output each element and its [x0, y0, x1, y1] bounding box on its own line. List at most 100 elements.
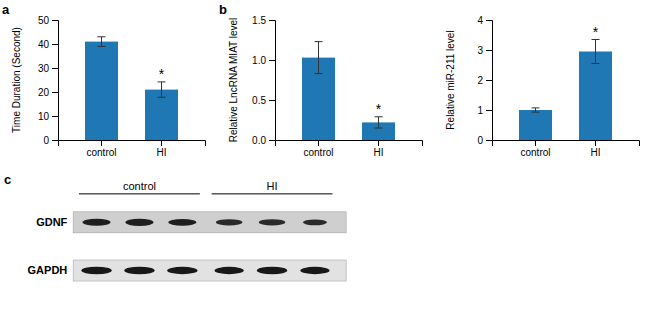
group-line	[212, 193, 333, 194]
error-bar	[592, 40, 600, 64]
axis-line	[52, 21, 59, 141]
x-axis: controlHI	[59, 140, 206, 158]
tick-mark	[486, 140, 492, 141]
tick-mark	[269, 100, 275, 101]
band	[81, 267, 111, 275]
y-tick: 4	[477, 15, 492, 26]
x-axis: controlHI	[493, 140, 640, 158]
error-bar	[315, 42, 323, 74]
band	[125, 219, 153, 226]
error-line	[375, 128, 383, 129]
tick-mark	[269, 140, 275, 141]
x-tick: control	[303, 140, 333, 158]
title: b	[219, 2, 227, 17]
tick-label: HI	[157, 147, 167, 158]
bar	[85, 42, 118, 140]
bar-panel: 0.00.51.01.5controlHIRelative LncRNA MIA…	[219, 2, 423, 158]
tick-label: 1.0	[252, 55, 266, 66]
tick-mark	[269, 20, 275, 21]
axis-line	[486, 21, 493, 141]
band	[259, 219, 286, 225]
band	[300, 267, 329, 274]
y-axis: 0 1 2 3 4	[477, 15, 492, 146]
tick-mark	[269, 60, 275, 61]
plot-marks	[519, 40, 612, 141]
error-line	[101, 37, 102, 47]
tick-label: 30	[38, 63, 50, 74]
tick-mark	[52, 68, 58, 69]
y-tick: 0	[477, 135, 492, 146]
group-label: HI	[267, 180, 278, 192]
band	[83, 219, 111, 226]
x-axis: control HI	[276, 140, 423, 158]
axis-line	[59, 141, 206, 147]
error-bar	[532, 108, 540, 112]
tick-mark	[486, 20, 492, 21]
annotation: *	[159, 66, 165, 82]
tick-label: 20	[38, 87, 50, 98]
x-tick: control	[520, 140, 550, 158]
axis-title: Time Duration (Second)	[11, 27, 22, 133]
tick-label: 2	[477, 75, 483, 86]
tick-mark	[52, 116, 58, 117]
tick-mark	[52, 140, 58, 141]
axis-line	[493, 141, 640, 147]
title: c	[4, 172, 11, 187]
band	[168, 219, 196, 226]
error-line	[158, 97, 166, 98]
tick-mark	[378, 140, 379, 146]
tick-label: 1	[477, 105, 483, 116]
tick-label: control	[520, 147, 550, 158]
tick-label: 0	[477, 135, 483, 146]
bar-panel: 01234controlHIRelative miR-211 level*	[445, 15, 640, 158]
bar-panel: 01020304050controlHITime Duration (Secon…	[2, 2, 206, 158]
error-line	[318, 42, 319, 74]
x-tick: HI	[374, 140, 384, 158]
y-tick: 1.0	[252, 55, 275, 66]
tick-mark	[52, 20, 58, 21]
tick-mark	[52, 92, 58, 93]
tick-label: 1.5	[252, 15, 266, 26]
gel-background	[73, 260, 346, 281]
error-bar	[158, 82, 166, 97]
figure: 01020304050controlHITime Duration (Secon…	[0, 0, 650, 332]
group-label: control	[123, 180, 156, 192]
tick-label: 50	[38, 15, 50, 26]
bar	[519, 110, 552, 140]
tick-label: 10	[38, 111, 50, 122]
y-tick: 1	[477, 105, 492, 116]
plot-marks	[302, 42, 395, 140]
plot-marks	[81, 219, 329, 275]
band	[257, 267, 287, 275]
axis-line	[276, 141, 423, 147]
error-line	[315, 41, 323, 42]
group-line	[79, 193, 200, 194]
tick-mark	[101, 140, 102, 146]
y-tick: 10	[38, 111, 58, 122]
tick-label: 3	[477, 45, 483, 56]
error-line	[532, 112, 540, 113]
tick-mark	[52, 44, 58, 45]
annotation: *	[593, 24, 599, 40]
tick-label: 0.0	[252, 135, 266, 146]
tick-mark	[535, 140, 536, 146]
title: a	[2, 2, 10, 17]
tick-mark	[486, 80, 492, 81]
error-line	[98, 46, 106, 47]
y-tick: 20	[38, 87, 58, 98]
annotation: *	[376, 101, 382, 117]
gel-background	[73, 212, 346, 233]
error-line	[378, 117, 379, 128]
band	[124, 267, 154, 275]
row-label: GAPDH	[28, 264, 68, 276]
tick-mark	[595, 140, 596, 146]
tick-label: control	[303, 147, 333, 158]
y-tick: 50	[38, 15, 58, 26]
bar	[145, 90, 178, 140]
plot-marks	[85, 37, 178, 140]
tick-label: 0	[43, 135, 49, 146]
band	[216, 219, 243, 225]
error-bar	[375, 117, 383, 128]
error-line	[532, 107, 540, 108]
error-line	[535, 108, 536, 112]
